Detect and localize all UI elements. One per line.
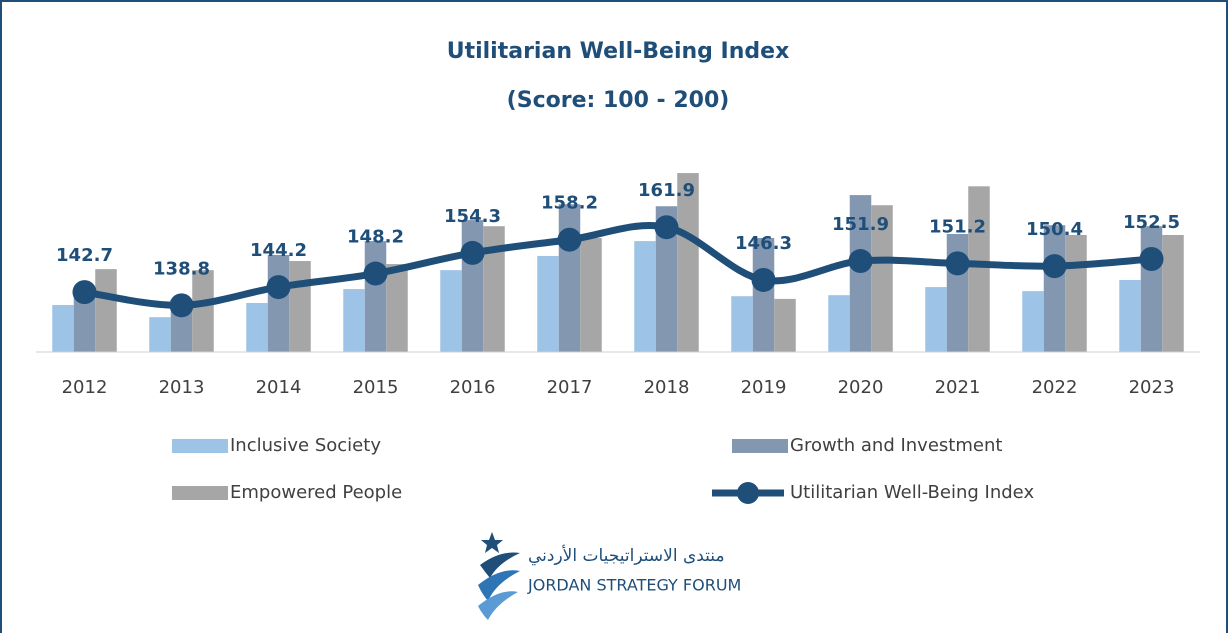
bar <box>364 241 387 352</box>
x-tick-label: 2023 <box>1129 377 1175 398</box>
bar <box>461 220 484 352</box>
marker <box>266 275 291 300</box>
data-label: 151.9 <box>832 214 889 235</box>
bar <box>1022 291 1044 352</box>
bar <box>52 304 74 352</box>
bar <box>558 204 581 352</box>
bar <box>192 270 214 352</box>
x-tick-label: 2019 <box>741 377 787 398</box>
x-tick-label: 2020 <box>838 377 884 398</box>
bar <box>925 287 947 352</box>
x-tick-label: 2022 <box>1032 377 1078 398</box>
marker <box>1042 254 1067 279</box>
bar <box>828 295 850 352</box>
bar <box>343 289 365 352</box>
data-label: 154.3 <box>444 206 501 227</box>
bar <box>267 254 290 352</box>
x-tick-label: 2021 <box>935 377 981 398</box>
bar <box>849 195 872 352</box>
data-label: 151.2 <box>929 216 986 237</box>
bar <box>73 290 96 352</box>
bar <box>1162 234 1184 352</box>
bar <box>634 241 656 352</box>
bar <box>871 205 893 352</box>
marker <box>1139 247 1164 271</box>
bar <box>655 206 678 352</box>
marker <box>945 251 970 276</box>
x-tick-label: 2018 <box>644 377 690 398</box>
bar <box>289 261 311 352</box>
marker <box>363 261 388 286</box>
data-label: 152.5 <box>1123 212 1180 233</box>
bar <box>580 238 602 352</box>
bar <box>1043 225 1066 352</box>
marker <box>751 267 776 292</box>
data-label: 142.7 <box>56 245 113 266</box>
bar <box>752 238 775 352</box>
bar <box>95 269 117 352</box>
legend-label: Growth and Investment <box>790 435 1002 456</box>
logo: منتدى الاستراتيجيات الأردني JORDAN STRAT… <box>478 532 741 620</box>
marker <box>557 227 582 252</box>
bar <box>483 226 505 352</box>
data-label: 138.8 <box>153 258 210 279</box>
x-tick-label: 2014 <box>256 377 302 398</box>
legend-swatch <box>172 486 228 500</box>
marker <box>848 249 873 274</box>
data-label: 150.4 <box>1026 219 1083 240</box>
marker <box>654 215 679 240</box>
bar <box>1119 279 1141 352</box>
data-label: 144.2 <box>250 240 307 261</box>
bar <box>1065 234 1087 352</box>
legend-label: Empowered People <box>230 482 402 503</box>
marker <box>169 293 194 318</box>
bar <box>677 173 699 352</box>
logo-english: JORDAN STRATEGY FORUM <box>527 576 741 595</box>
bar <box>774 298 796 352</box>
logo-star <box>481 532 503 553</box>
bar <box>149 317 171 352</box>
marker <box>72 280 97 305</box>
data-label: 148.2 <box>347 227 404 248</box>
x-tick-label: 2017 <box>547 377 593 398</box>
logo-arabic: منتدى الاستراتيجيات الأردني <box>528 545 725 566</box>
x-tick-label: 2012 <box>62 377 108 398</box>
bar <box>386 264 408 352</box>
data-label: 146.3 <box>735 233 792 254</box>
marker <box>460 240 485 265</box>
chart-subtitle: (Score: 100 - 200) <box>507 88 730 113</box>
legend-swatch <box>732 439 788 453</box>
x-tick-label: 2013 <box>159 377 205 398</box>
x-tick-label: 2015 <box>353 377 399 398</box>
bar <box>246 302 268 352</box>
bar <box>1140 226 1163 352</box>
legend-label: Utilitarian Well-Being Index <box>790 482 1034 503</box>
bar <box>968 186 990 352</box>
data-label: 158.2 <box>541 193 598 214</box>
data-label: 161.9 <box>638 180 695 201</box>
logo-shape <box>480 552 520 578</box>
bar <box>537 255 559 352</box>
legend-swatch <box>172 439 228 453</box>
logo-shape <box>478 591 518 620</box>
bar <box>731 296 753 352</box>
bar <box>440 270 462 352</box>
logo-shape <box>478 570 520 601</box>
x-tick-label: 2016 <box>450 377 496 398</box>
legend-swatch <box>737 482 759 504</box>
legend-label: Inclusive Society <box>230 435 381 456</box>
chart-title: Utilitarian Well-Being Index <box>447 39 790 64</box>
